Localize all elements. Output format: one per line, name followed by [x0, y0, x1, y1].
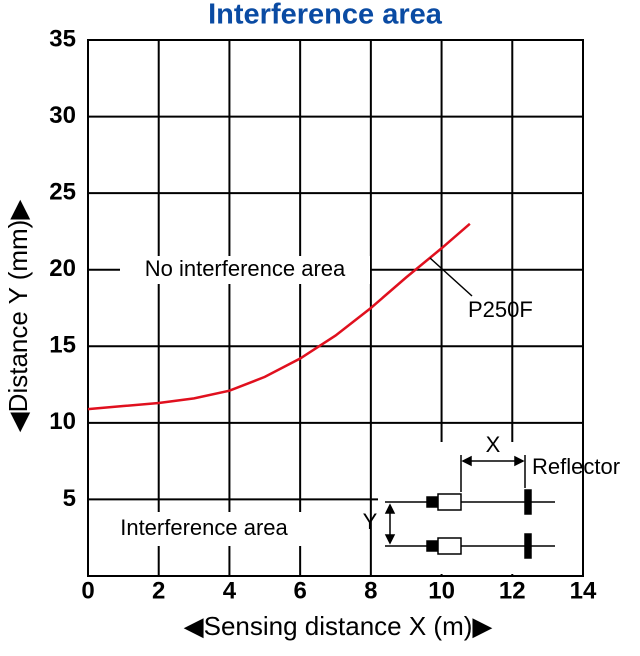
- sensor-diagram: [384, 455, 555, 559]
- x-tick-label: 4: [223, 577, 237, 604]
- y-tick-label: 35: [49, 25, 76, 52]
- x-axis-label: ◀Sensing distance X (m)▶: [184, 611, 493, 641]
- x-tick-label: 0: [81, 577, 94, 604]
- annotation: Interference area: [120, 515, 288, 540]
- annotation: No interference area: [145, 256, 346, 281]
- annotation: Y: [363, 509, 378, 534]
- x-tick-label: 6: [293, 577, 306, 604]
- diagram-background: [378, 442, 582, 574]
- overlay: No interference area Interference area X…: [100, 256, 620, 574]
- plot-frame: [87, 39, 584, 577]
- label-background: [120, 256, 370, 284]
- leader-line: [429, 257, 473, 297]
- annotation: X: [486, 432, 501, 457]
- x-tick-label: 14: [570, 577, 597, 604]
- x-tick-label: 8: [364, 577, 377, 604]
- y-tick-label: 25: [49, 178, 76, 205]
- annotation: Reflector: [532, 454, 620, 479]
- y-tick-label: 10: [49, 408, 76, 435]
- x-tick-label: 12: [499, 577, 526, 604]
- series-label: P250F: [468, 297, 533, 322]
- y-axis-label: ◀Distance Y (mm)▶: [3, 200, 33, 433]
- y-tick-label: 5: [63, 485, 76, 512]
- y-tick-label: 15: [49, 332, 76, 359]
- y-tick-label: 30: [49, 102, 76, 129]
- y-tick-label: 20: [49, 255, 76, 282]
- x-tick-label: 2: [152, 577, 165, 604]
- data-line: [87, 222, 471, 411]
- label-background: [100, 512, 310, 546]
- chart-title: Interference area: [208, 0, 443, 31]
- x-tick-label: 10: [428, 577, 455, 604]
